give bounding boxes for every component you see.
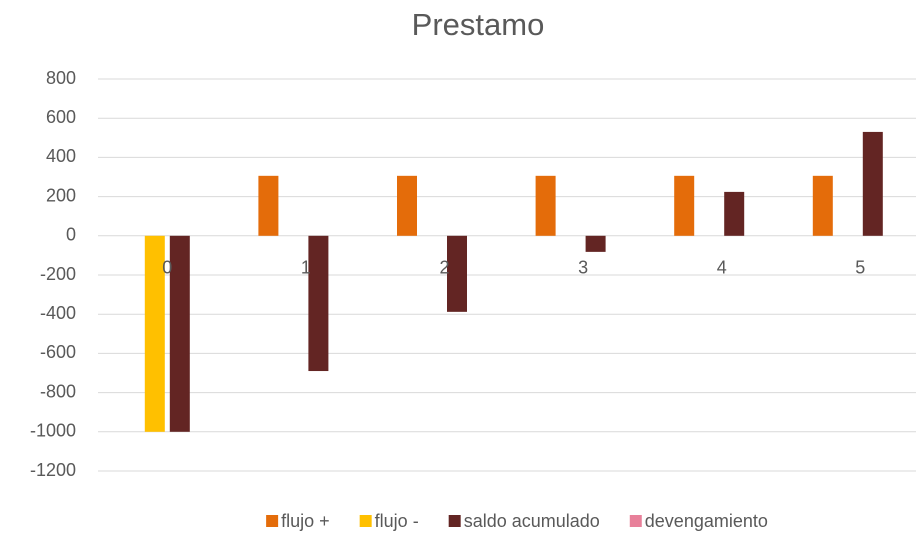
x-tick-label: 2 (439, 258, 449, 278)
x-tick-label: 4 (717, 258, 727, 278)
y-tick-label: -200 (40, 264, 76, 284)
y-tick-label: 800 (46, 68, 76, 88)
x-tick-label: 3 (578, 258, 588, 278)
legend-label: devengamiento (645, 511, 768, 531)
bar (862, 131, 883, 236)
y-tick-label: -400 (40, 303, 76, 323)
legend-swatch (266, 515, 279, 527)
bar (258, 175, 279, 236)
x-tick-label: 1 (301, 258, 311, 278)
x-tick-label: 0 (162, 258, 172, 278)
legend-swatch (448, 515, 461, 527)
bar (308, 235, 329, 372)
legend-label: saldo acumulado (464, 511, 600, 531)
bar (169, 235, 190, 432)
bar (812, 175, 833, 236)
y-tick-label: -600 (40, 342, 76, 362)
y-tick-label: -800 (40, 381, 76, 401)
bar (397, 175, 417, 236)
bar (144, 235, 165, 432)
y-tick-label: -1000 (30, 421, 76, 441)
legend-label: flujo + (281, 511, 330, 531)
y-tick-label: -1200 (30, 460, 76, 480)
bar (724, 191, 745, 236)
bar (447, 235, 467, 312)
bar (674, 175, 695, 236)
y-tick-label: 400 (46, 146, 76, 166)
legend-label: flujo - (375, 511, 419, 531)
bar (585, 235, 606, 252)
x-tick-label: 5 (855, 258, 865, 278)
y-tick-label: 0 (66, 225, 76, 245)
chart-title: Prestamo (412, 7, 545, 42)
legend-swatch (359, 515, 372, 527)
legend-swatch (629, 515, 642, 527)
bar (535, 175, 556, 236)
y-tick-label: 600 (46, 107, 76, 127)
y-tick-label: 200 (46, 185, 76, 205)
